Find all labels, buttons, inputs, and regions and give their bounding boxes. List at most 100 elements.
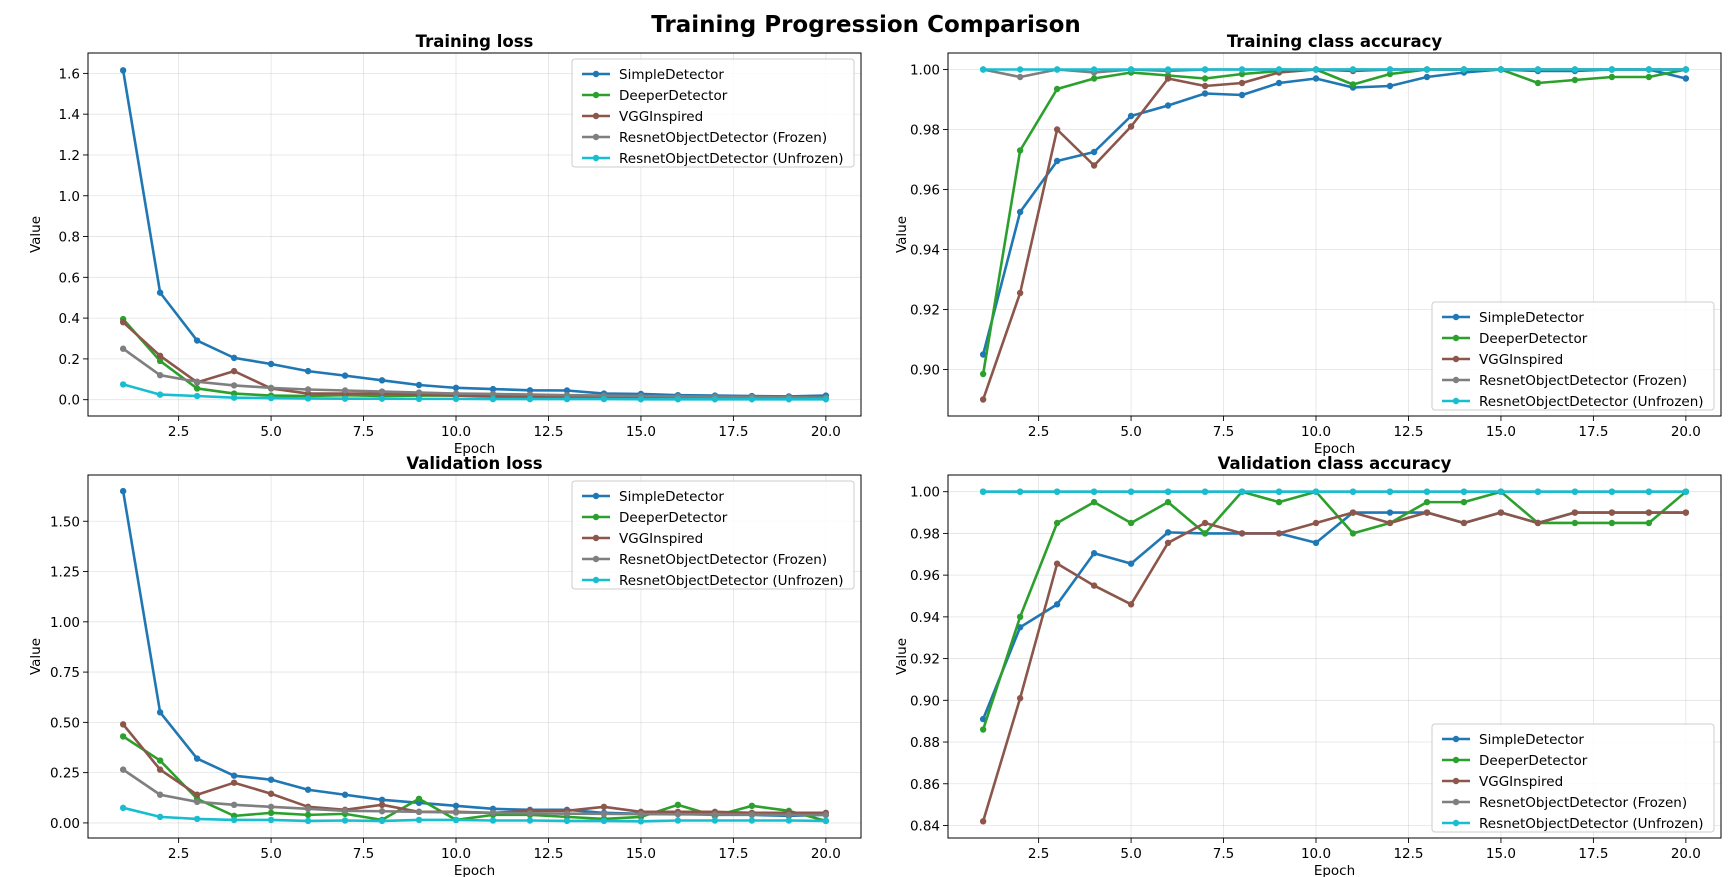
data-point-resnetobjectdetector-unfrozen	[1423, 66, 1431, 73]
x-tick-label: 20.0	[811, 424, 841, 440]
x-tick-label: 12.5	[533, 846, 563, 862]
data-point-vgginspired	[230, 779, 238, 786]
y-tick-label: 0.90	[910, 363, 940, 379]
data-point-vgginspired	[1053, 126, 1061, 133]
y-axis-ticks: 0.84 0.86 0.88 0.90 0.92 0.94 0.96 0.98 1.00	[910, 485, 948, 834]
data-point-resnetobjectdetector-unfrozen	[1497, 66, 1505, 73]
chart-title: Training class accuracy	[1227, 32, 1443, 51]
data-point-simpledetector	[1201, 90, 1209, 97]
legend-label: DeeperDetector	[619, 510, 728, 526]
y-tick-label: 0.98	[910, 526, 940, 542]
data-point-vgginspired	[1386, 519, 1394, 527]
y-tick-label: 0.0	[59, 393, 80, 409]
data-point-simpledetector	[230, 354, 238, 362]
data-point-deeperdetector	[1571, 519, 1579, 527]
chart-validation-loss: 2.5 5.0 7.5 10.0 12.5 15.0 17.5 20.0 0.00 0.25 0.5…	[28, 454, 862, 877]
data-point-resnetobjectdetector-frozen	[415, 808, 423, 816]
data-point-vgginspired	[979, 818, 987, 825]
data-point-vgginspired	[1090, 162, 1098, 169]
data-point-resnetobjectdetector-frozen	[193, 798, 201, 806]
y-tick-label: 0.96	[910, 568, 940, 584]
x-tick-label: 20.0	[1671, 846, 1701, 862]
x-tick-label: 15.0	[626, 846, 656, 862]
data-point-deeperdetector	[1090, 498, 1098, 506]
legend: SimpleDetector DeeperDetector VGGInspired R…	[571, 58, 855, 168]
data-point-resnetobjectdetector-frozen	[452, 809, 460, 816]
data-point-deeperdetector	[193, 385, 201, 392]
data-point-resnetobjectdetector-frozen	[489, 809, 497, 817]
legend-label: ResnetObjectDetector (Unfrozen)	[619, 573, 844, 589]
y-tick-label: 0.86	[910, 777, 940, 793]
x-tick-label: 15.0	[626, 424, 656, 440]
data-point-resnetobjectdetector-unfrozen	[378, 395, 386, 402]
legend-label: SimpleDetector	[1479, 310, 1584, 326]
x-tick-label: 7.5	[1213, 424, 1234, 440]
figure-title: Training Progression Comparison	[651, 12, 1081, 38]
data-point-resnetobjectdetector-frozen	[563, 810, 571, 817]
data-point-resnetobjectdetector-frozen	[1016, 73, 1024, 81]
data-point-resnetobjectdetector-unfrozen	[1053, 66, 1061, 73]
data-point-vgginspired	[1534, 519, 1542, 527]
y-tick-label: 0.25	[50, 766, 80, 782]
x-tick-label: 7.5	[353, 424, 374, 440]
data-point-deeperdetector	[1460, 498, 1468, 506]
x-tick-label: 7.5	[1213, 846, 1234, 862]
data-point-resnetobjectdetector-frozen	[526, 391, 534, 398]
data-point-resnetobjectdetector-frozen	[785, 811, 793, 819]
series-line-deeperdetector	[981, 68, 1687, 375]
y-tick-label: 0.84	[910, 818, 940, 834]
data-point-simpledetector	[1164, 529, 1172, 536]
data-point-vgginspired	[1238, 79, 1246, 87]
data-point-resnetobjectdetector-frozen	[193, 378, 201, 385]
x-axis-label: Epoch	[454, 441, 495, 457]
data-point-resnetobjectdetector-unfrozen	[1053, 488, 1061, 495]
y-tick-label: 1.00	[50, 615, 80, 631]
legend-marker-vgginspired	[592, 112, 600, 120]
data-point-simpledetector	[267, 776, 275, 783]
data-point-simpledetector	[979, 351, 987, 358]
data-point-simpledetector	[1053, 157, 1061, 165]
series-line-simpledetector	[981, 511, 1686, 720]
data-point-vgginspired	[1682, 509, 1690, 516]
data-point-simpledetector	[1053, 601, 1061, 608]
data-point-simpledetector	[1682, 75, 1690, 82]
data-point-deeperdetector	[979, 726, 987, 733]
series-line-resnetobjectdetector-frozen	[122, 768, 826, 817]
x-tick-label: 15.0	[1486, 424, 1516, 440]
data-point-resnetobjectdetector-frozen	[267, 803, 275, 811]
legend-marker-deeperdetector	[592, 513, 600, 521]
x-tick-label: 15.0	[1486, 846, 1516, 862]
data-point-resnetobjectdetector-frozen	[230, 382, 238, 389]
data-point-vgginspired	[1460, 519, 1468, 527]
y-tick-label: 0.4	[59, 311, 80, 327]
x-tick-label: 17.5	[718, 424, 748, 440]
data-point-simpledetector	[1016, 208, 1024, 216]
legend-marker-resnetobjectdetector-frozen	[1452, 376, 1460, 384]
data-point-vgginspired	[979, 396, 987, 403]
data-point-resnetobjectdetector-unfrozen	[711, 817, 719, 824]
data-point-resnetobjectdetector-unfrozen	[822, 396, 830, 403]
data-point-resnetobjectdetector-unfrozen	[1238, 66, 1246, 73]
legend-label: ResnetObjectDetector (Unfrozen)	[619, 151, 844, 167]
data-point-deeperdetector	[1016, 613, 1024, 621]
data-point-resnetobjectdetector-unfrozen	[1386, 66, 1394, 73]
data-point-deeperdetector	[1238, 70, 1246, 78]
data-point-resnetobjectdetector-unfrozen	[230, 816, 238, 824]
series-line-vgginspired	[122, 321, 826, 400]
data-point-resnetobjectdetector-frozen	[415, 389, 423, 396]
series-line-resnetobjectdetector-unfrozen	[122, 806, 826, 823]
data-point-deeperdetector	[415, 795, 423, 802]
legend-box	[571, 480, 855, 590]
data-point-simpledetector	[1238, 91, 1246, 99]
legend-label: ResnetObjectDetector (Frozen)	[619, 552, 827, 568]
data-point-resnetobjectdetector-unfrozen	[748, 817, 756, 824]
data-point-vgginspired	[1608, 509, 1616, 516]
data-point-resnetobjectdetector-frozen	[674, 811, 682, 818]
data-point-resnetobjectdetector-unfrozen	[1682, 66, 1690, 73]
data-point-resnetobjectdetector-unfrozen	[1423, 488, 1431, 495]
data-point-resnetobjectdetector-frozen	[748, 811, 756, 818]
data-point-vgginspired	[1053, 560, 1061, 567]
y-tick-label: 0.92	[910, 652, 940, 668]
data-point-resnetobjectdetector-unfrozen	[304, 817, 312, 825]
x-axis-ticks: 2.5 5.0 7.5 10.0 12.5 15.0 17.5 20.0	[168, 838, 841, 862]
